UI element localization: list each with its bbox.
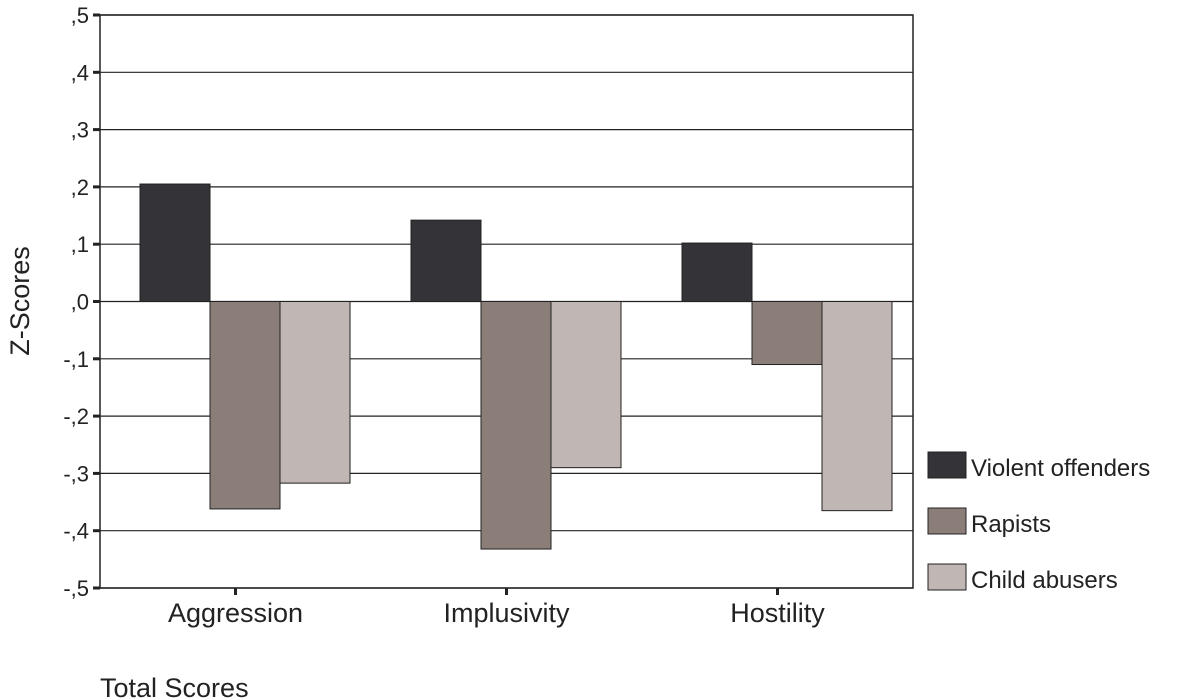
x-tick-label: Hostility	[730, 598, 825, 628]
x-axis-ticks: Aggression Implusivity Hostility	[168, 588, 825, 628]
y-tick-label: ,1	[71, 232, 89, 257]
bar-violent-offenders-hostility	[681, 242, 753, 302]
y-axis-title: Z-Scores	[5, 246, 35, 356]
legend-swatch	[927, 451, 967, 479]
bar-violent-offenders-aggression	[139, 183, 211, 302]
y-tick-label: ,0	[71, 290, 89, 315]
y-tick-label: ,5	[71, 3, 89, 28]
legend-swatch	[927, 563, 967, 591]
bar-rapists-hostility	[751, 301, 823, 366]
bar-child-abusers-implusivity	[550, 301, 622, 469]
y-tick-label: ,3	[71, 118, 89, 143]
y-tick-label: ,4	[71, 60, 89, 85]
x-tick-label: Aggression	[168, 598, 303, 628]
legend-swatch	[927, 507, 967, 535]
legend: Violent offenders Rapists Child abusers	[927, 451, 1150, 594]
y-axis-ticks: ,5 ,4 ,3 ,2 ,1 ,0 -,1 -,2 -,3 -,4 -,5	[63, 3, 100, 601]
y-tick-label: ,2	[71, 175, 89, 200]
y-tick-label: -,3	[63, 461, 89, 486]
bar-child-abusers-hostility	[821, 301, 893, 512]
x-tick-label: Implusivity	[443, 598, 570, 628]
y-tick-label: -,4	[63, 519, 89, 544]
y-tick-label: -,2	[63, 404, 89, 429]
legend-label: Rapists	[971, 511, 1051, 538]
legend-label: Child abusers	[971, 567, 1118, 594]
bars	[139, 183, 893, 550]
bar-child-abusers-aggression	[279, 301, 351, 484]
x-axis-title: Total Scores	[100, 673, 249, 700]
bar-rapists-implusivity	[480, 301, 552, 550]
y-tick-label: -,1	[63, 347, 89, 372]
bar-violent-offenders-implusivity	[410, 219, 482, 302]
bar-rapists-aggression	[209, 301, 281, 510]
y-tick-label: -,5	[63, 576, 89, 601]
legend-label: Violent offenders	[971, 455, 1150, 482]
